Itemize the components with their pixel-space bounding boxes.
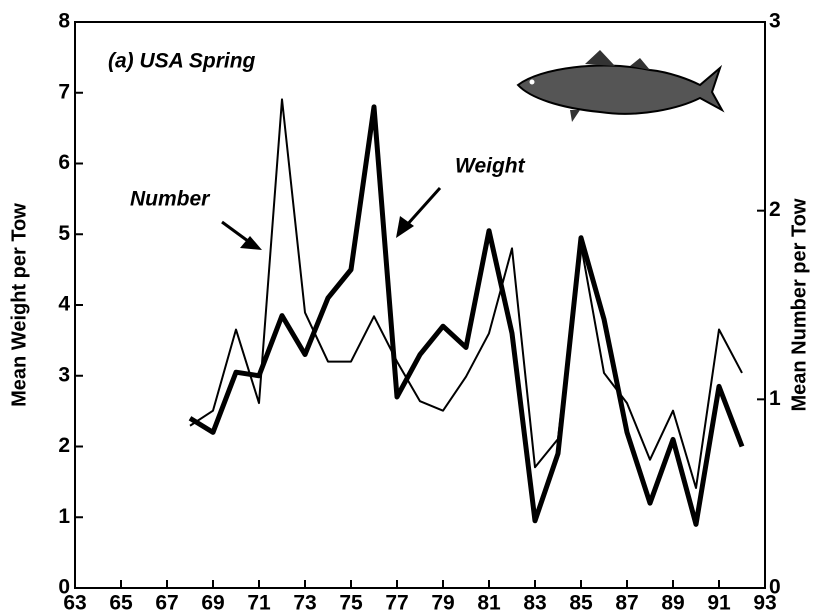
y-tick-label: 8 [58,10,70,33]
y2-tick-label: 2 [769,198,781,221]
x-tick-label: 77 [385,592,408,615]
x-tick-label: 91 [707,592,731,615]
series-line [188,104,745,527]
number-annotation: Number [130,188,211,211]
x-tick-label: 63 [63,592,86,615]
y2-axis-label: Mean Number per Tow [788,198,810,411]
y2-tick-label: 3 [769,10,781,33]
y-tick-label: 7 [58,80,70,103]
x-tick-label: 69 [201,592,224,615]
x-tick-label: 93 [753,592,776,615]
y-tick-label: 2 [58,434,70,457]
x-tick-label: 81 [477,592,501,615]
series-line [189,98,743,490]
x-tick-label: 89 [661,592,684,615]
weight-annotation: Weight [455,155,526,178]
x-tick-label: 75 [339,592,363,615]
arrows [221,186,442,250]
x-tick-label: 67 [155,592,178,615]
fish-icon [516,50,725,122]
y-tick-label: 1 [58,505,70,528]
x-tick-label: 73 [293,592,316,615]
x-tick-label: 79 [431,592,454,615]
y-tick-label: 4 [58,293,70,316]
x-tick-label: 87 [615,592,638,615]
y-axis-label: Mean Weight per Tow [8,203,30,407]
y-tick-label: 0 [58,576,70,599]
y-tick-label: 6 [58,151,70,174]
x-tick-label: 65 [109,592,133,615]
x-tick-label: 71 [247,592,271,615]
x-tick-label: 85 [569,592,593,615]
panel-label: (a) USA Spring [108,50,256,73]
x-tick-label: 83 [523,592,546,615]
y2-tick-label: 1 [769,387,781,410]
y-tick-label: 3 [58,363,70,386]
y2-tick-label: 0 [769,576,781,599]
y-tick-label: 5 [58,222,70,245]
